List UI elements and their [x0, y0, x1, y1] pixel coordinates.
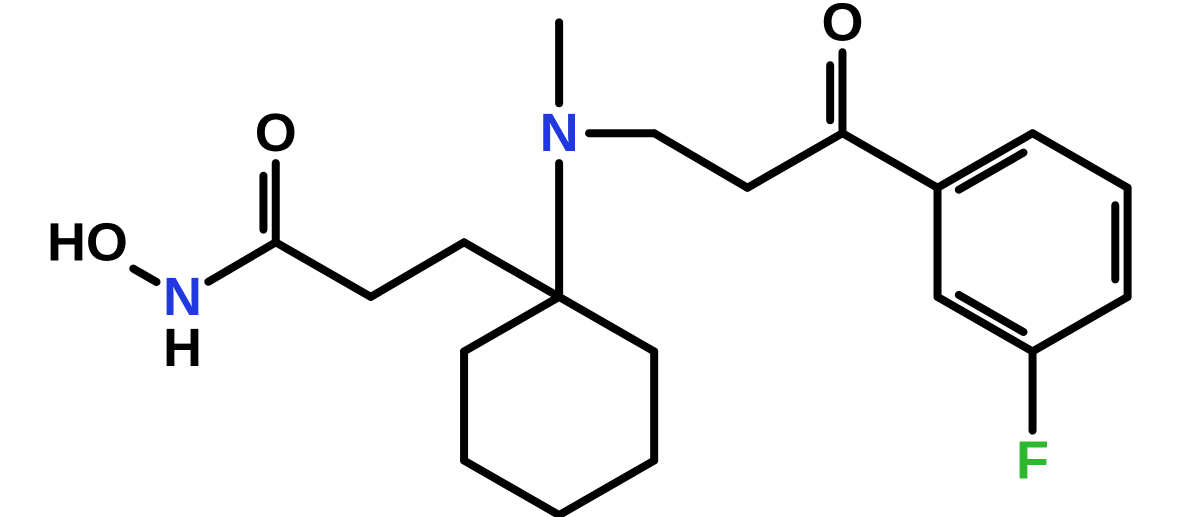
atom-h: H — [163, 318, 202, 378]
atom-o: O — [821, 0, 863, 52]
atom-o: O — [255, 103, 297, 163]
atom-f: F — [1016, 431, 1049, 491]
atom-n: N — [540, 103, 579, 163]
atom-ho: HO — [47, 212, 128, 272]
molecule-diagram: HONHONOF — [0, 0, 1195, 517]
